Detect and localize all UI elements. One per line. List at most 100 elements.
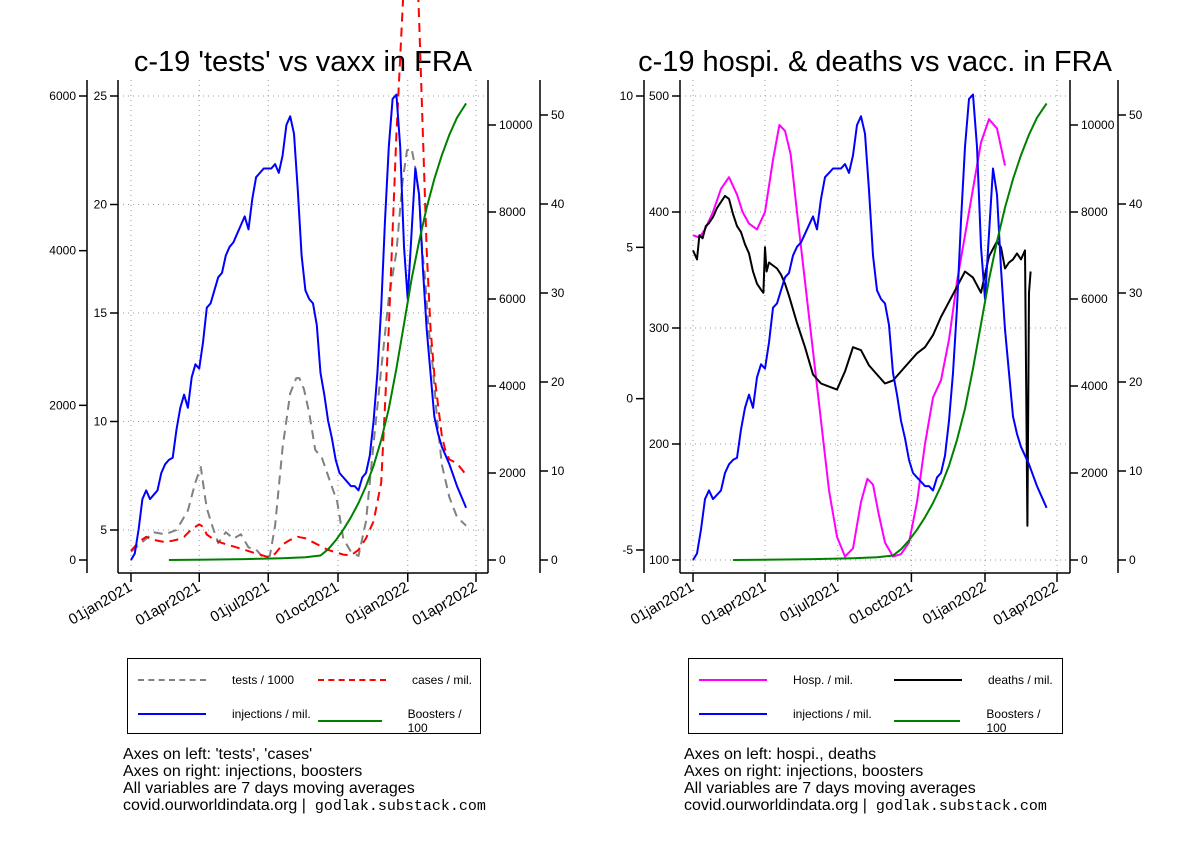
legend-item-boosters: Boosters / 100 — [894, 707, 1062, 735]
x-tick-label: 01jan2021 — [66, 579, 135, 629]
y-tick-label: 15 — [94, 306, 108, 320]
note-line: Axes on left: 'tests', 'cases' — [123, 746, 313, 763]
chart-title: c-19 'tests' vs vaxx in FRA — [134, 46, 473, 78]
y-tick-label: 8000 — [1081, 205, 1108, 219]
y-tick-label: 0 — [551, 553, 558, 567]
legend-item-injections: injections / mil. — [699, 707, 872, 721]
chart-panel-0: c-19 'tests' vs vaxx in FRA01jan202101ap… — [49, 0, 565, 630]
y-tick-label: 6000 — [1081, 292, 1108, 306]
y-tick-label: 2000 — [1081, 466, 1108, 480]
x-tick-label: 01oct2021 — [846, 579, 915, 629]
y-tick-label: 0 — [1129, 553, 1136, 567]
credit-text: godlak.substack.com — [875, 798, 1047, 815]
chart-panel-1: c-19 hospi. & deaths vs vacc. in FRA 01ja… — [620, 46, 1143, 629]
y-tick-label: 10 — [1129, 464, 1143, 478]
y-tick-label: 0 — [499, 553, 506, 567]
y-tick-label: 400 — [649, 205, 669, 219]
grid — [680, 80, 1068, 573]
y-tick-label: 20 — [551, 375, 565, 389]
legend-label: Boosters / 100 — [986, 707, 1041, 735]
y-tick-label: 500 — [649, 89, 669, 103]
x-tick-label: 01apr2022 — [990, 579, 1061, 630]
y-tick-label: 300 — [649, 321, 669, 335]
legend-swatch — [138, 679, 206, 681]
x-tick-label: 01jan2022 — [920, 579, 989, 629]
y-tick-label: 100 — [649, 553, 669, 567]
y-tick-label: 5 — [100, 523, 107, 537]
x-tick-label: 01apr2021 — [133, 579, 204, 630]
credit-text: godlak.substack.com — [314, 798, 486, 815]
y-tick-label: 2000 — [49, 398, 76, 412]
legend-swatch — [699, 679, 767, 681]
y-tick-label: 50 — [1129, 108, 1143, 122]
y-tick-label: 6000 — [49, 89, 76, 103]
chart-title: c-19 hospi. & deaths vs vacc. in FRA — [638, 46, 1113, 78]
y-tick-label: 40 — [551, 197, 565, 211]
legend-item-deaths: deaths / mil. — [894, 673, 1053, 687]
legend-label: injections / mil. — [793, 707, 872, 721]
legend-swatch — [894, 720, 961, 722]
legend-label: tests / 1000 — [232, 673, 295, 687]
series-cases-mil- — [130, 0, 467, 558]
legend-label: deaths / mil. — [988, 673, 1053, 687]
y-tick-label: 20 — [1129, 375, 1143, 389]
y-tick-label: 10 — [94, 415, 108, 429]
x-tick-label: 01jan2021 — [628, 579, 697, 629]
series-injections-mil- — [130, 93, 468, 561]
legend-right: Hosp. / mil. deaths / mil. injections / … — [688, 658, 1063, 735]
series-injections-mil- — [692, 93, 1048, 561]
y-tick-label: 30 — [551, 286, 565, 300]
x-tick-label: 01jul2021 — [777, 579, 842, 626]
y-tick-label: 6000 — [499, 292, 526, 306]
y-tick-label: 8000 — [499, 205, 526, 219]
y-tick-label: 30 — [1129, 286, 1143, 300]
note-line: All variables are 7 days moving averages — [123, 780, 415, 797]
note-line: Axes on right: injections, boosters — [123, 763, 363, 780]
notes-left: Axes on left: 'tests', 'cases' Axes on r… — [123, 746, 486, 815]
y-tick-label: 10000 — [499, 118, 533, 132]
y-tick-label: 20 — [94, 198, 108, 212]
legend-label: injections / mil. — [232, 707, 311, 721]
y-tick-label: 4000 — [1081, 379, 1108, 393]
y-tick-label: 4000 — [499, 379, 526, 393]
y-tick-label: 0 — [1081, 553, 1088, 567]
legend-item-hosp: Hosp. / mil. — [699, 673, 853, 687]
legend-item-tests: tests / 1000 — [138, 673, 294, 687]
y-tick-label: 4000 — [49, 244, 76, 258]
y-tick-label: 10 — [620, 89, 634, 103]
legend-item-injections: injections / mil. — [138, 707, 311, 721]
source-text: covid.ourworldindata.org | — [123, 797, 306, 814]
legend-label: Boosters / 100 — [407, 707, 462, 735]
x-tick-label: 01oct2021 — [273, 579, 342, 629]
y-tick-label: 200 — [649, 437, 669, 451]
series-deaths-mil- — [692, 194, 1032, 527]
source-text: covid.ourworldindata.org | — [684, 797, 867, 814]
notes-right: Axes on left: hospi., deaths Axes on rig… — [684, 746, 1047, 815]
y-tick-label: 25 — [94, 89, 108, 103]
legend-swatch — [699, 713, 767, 715]
series-hosp-mil- — [692, 118, 1006, 558]
legend-label: Hosp. / mil. — [793, 673, 854, 687]
legend-left: tests / 1000 cases / mil. injections / m… — [127, 658, 481, 735]
y-tick-label: 10 — [551, 464, 565, 478]
y-tick-label: 40 — [1129, 197, 1143, 211]
x-tick-label: 01jan2022 — [343, 579, 412, 629]
y-tick-label: 2000 — [499, 466, 526, 480]
series-boosters-100 — [732, 102, 1048, 561]
x-tick-label: 01apr2022 — [409, 579, 480, 630]
note-line: All variables are 7 days moving averages — [684, 780, 976, 797]
legend-swatch — [318, 720, 382, 722]
y-tick-label: 0 — [626, 392, 633, 406]
legend-item-boosters: Boosters / 100 — [318, 707, 480, 735]
y-tick-label: 0 — [69, 553, 76, 567]
y-tick-label: 5 — [626, 240, 633, 254]
y-tick-label: -5 — [622, 543, 633, 557]
legend-item-cases: cases / mil. — [318, 673, 472, 687]
note-line: Axes on right: injections, boosters — [684, 763, 924, 780]
x-tick-label: 01jul2021 — [207, 579, 272, 626]
y-tick-label: 50 — [551, 108, 565, 122]
grid — [118, 80, 486, 573]
legend-swatch — [318, 679, 386, 681]
note-line: Axes on left: hospi., deaths — [684, 746, 877, 763]
